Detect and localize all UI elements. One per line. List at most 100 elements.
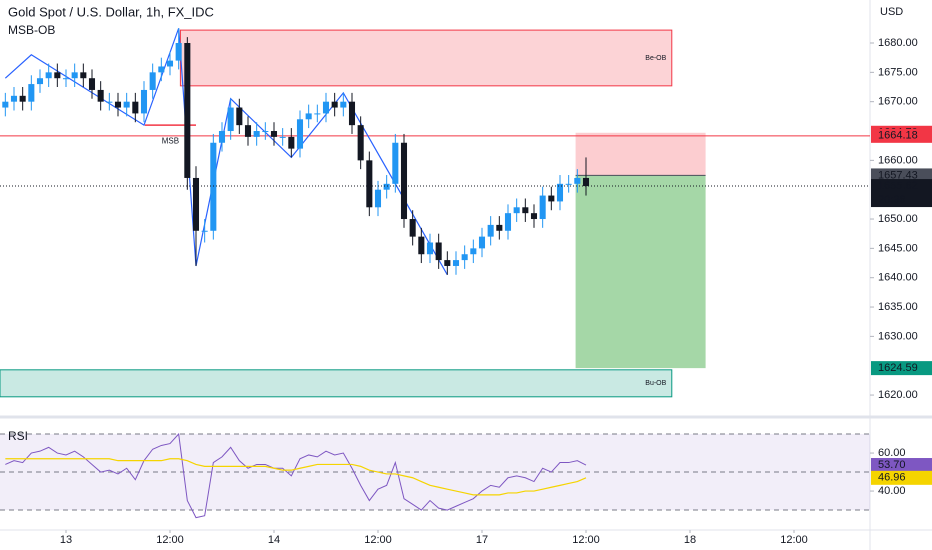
candle-body	[158, 66, 165, 73]
x-tick-label: 12:00	[780, 534, 808, 546]
candle-body	[452, 260, 460, 266]
y-tick-label: 1635.00	[878, 301, 918, 313]
candle-body	[262, 131, 269, 133]
value-label-bg	[871, 470, 932, 485]
candle-body	[522, 207, 529, 214]
value-label-bg	[871, 458, 932, 473]
msb-label: MSB	[162, 136, 179, 145]
candle-body	[62, 78, 70, 80]
candle-body	[71, 72, 78, 79]
level-label-bg	[871, 128, 932, 143]
y-tick-label: 1660.00	[878, 154, 918, 166]
candle-body	[201, 230, 208, 232]
candle-body	[80, 72, 87, 79]
value-label: 46.96	[878, 472, 906, 484]
chart-title: Gold Spot / U.S. Dollar, 1h, FX_IDC	[8, 4, 214, 19]
candle-body	[418, 236, 425, 255]
order-block	[0, 369, 673, 398]
candle-body	[574, 177, 581, 184]
y-tick-label: 1630.00	[878, 330, 918, 342]
candle-body	[556, 183, 564, 202]
candle-body	[340, 101, 347, 108]
candle-body	[435, 242, 442, 261]
candle-body	[470, 248, 477, 255]
y-tick-label: 60.00	[878, 447, 906, 459]
candle-body	[54, 72, 61, 79]
candle-body	[426, 242, 434, 255]
candle-body	[253, 131, 260, 137]
candle-body	[565, 183, 572, 185]
candle-body	[513, 207, 520, 214]
series-line	[5, 432, 587, 519]
candle-body	[487, 224, 494, 237]
candle-body	[10, 95, 18, 102]
candle-body	[582, 177, 590, 187]
series-line	[5, 458, 587, 496]
candle-body	[88, 78, 96, 90]
y-tick-label: 1675.00	[878, 66, 918, 78]
candle-body	[166, 60, 174, 67]
x-tick-label: 17	[476, 534, 488, 546]
level-label: 1664.18	[878, 130, 918, 142]
candle-body	[322, 101, 330, 114]
candle-body	[478, 236, 486, 249]
candle-body	[331, 101, 338, 108]
y-tick-label: 40.00	[878, 485, 906, 497]
candle-body	[374, 189, 382, 208]
x-tick-label: 12:00	[572, 534, 600, 546]
target-label: 1624.59	[878, 362, 918, 374]
entry-label-bg	[871, 168, 932, 183]
x-tick-label: 13	[60, 534, 72, 546]
y-tick-label: 1670.00	[878, 96, 918, 108]
candle-body	[218, 131, 226, 143]
candle-body	[36, 78, 44, 85]
candle-body	[366, 160, 373, 208]
candle-body	[305, 113, 312, 120]
candle-body	[444, 260, 451, 266]
indicator-name: MSB-OB	[8, 23, 55, 37]
candle-body	[149, 72, 156, 90]
candle-body	[19, 95, 26, 102]
candle-body	[383, 183, 390, 190]
y-tick-label: 1650.00	[878, 213, 918, 225]
order-block-label: Bu-OB	[645, 380, 666, 387]
order-block-label: Be-OB	[645, 55, 666, 62]
candle-body	[28, 84, 35, 102]
candle-body	[244, 125, 252, 137]
candle-body	[236, 107, 243, 126]
pane-title: RSI	[8, 429, 28, 443]
candle-body	[548, 195, 555, 202]
candle-body	[2, 101, 9, 108]
candle-body	[348, 101, 356, 126]
candle-body	[123, 101, 130, 108]
candle-body	[400, 142, 408, 220]
value-label: 53.70	[878, 459, 906, 471]
order-block	[179, 29, 673, 87]
last-price-label: 1655.62	[878, 180, 918, 192]
x-tick-label: 12:00	[364, 534, 392, 546]
candle-body	[409, 219, 416, 237]
stop-zone	[575, 132, 706, 176]
candle-body	[279, 136, 286, 138]
currency: USD	[880, 6, 903, 18]
candle-body	[132, 101, 139, 114]
candle-body	[227, 107, 234, 132]
x-tick-label: 14	[268, 534, 280, 546]
candle-body	[184, 43, 191, 178]
candle-body	[114, 101, 122, 108]
target-label-bg	[871, 361, 932, 376]
x-tick-label: 12:00	[156, 534, 184, 546]
y-tick-label: 1680.00	[878, 37, 918, 49]
candle-body	[106, 101, 113, 103]
candle-body	[270, 131, 278, 137]
candle-body	[296, 119, 304, 149]
candle-body	[357, 125, 364, 161]
candle-body	[97, 89, 104, 102]
candle-body	[392, 142, 399, 184]
candle-body	[192, 177, 200, 231]
candle-body	[175, 43, 182, 61]
candle-body	[314, 113, 321, 115]
